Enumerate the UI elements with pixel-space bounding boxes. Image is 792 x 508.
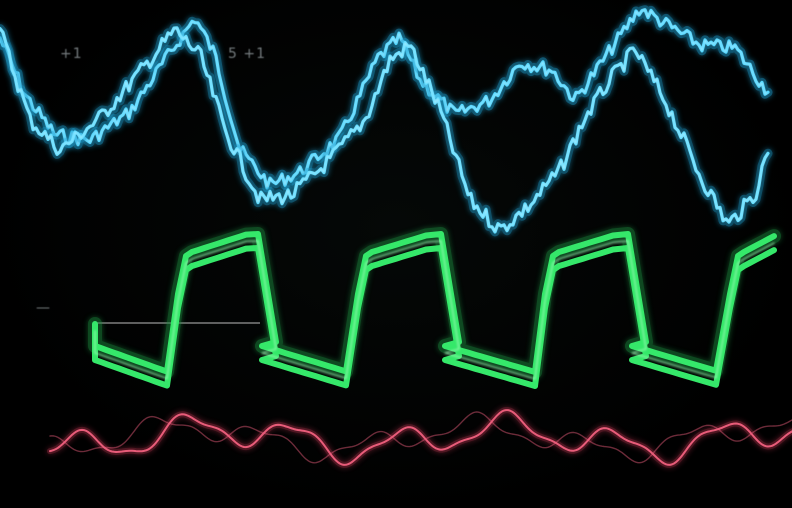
cyan-trace-lower-core bbox=[0, 27, 769, 233]
green-square-wave-upper-edge bbox=[92, 231, 777, 375]
ground-marker: — bbox=[36, 300, 51, 316]
cyan-trace-upper-core bbox=[0, 9, 769, 189]
pink-ripple-trace-secondary bbox=[49, 411, 792, 464]
channel-label-middle: 5 +1 bbox=[228, 46, 266, 62]
green-square-wave-lower-edge bbox=[92, 245, 777, 389]
channel-label-left: +1 bbox=[60, 46, 83, 62]
green-square-wave-core bbox=[94, 240, 775, 380]
green-square-wave-glow bbox=[88, 227, 781, 379]
pink-ripple-trace bbox=[49, 409, 792, 466]
